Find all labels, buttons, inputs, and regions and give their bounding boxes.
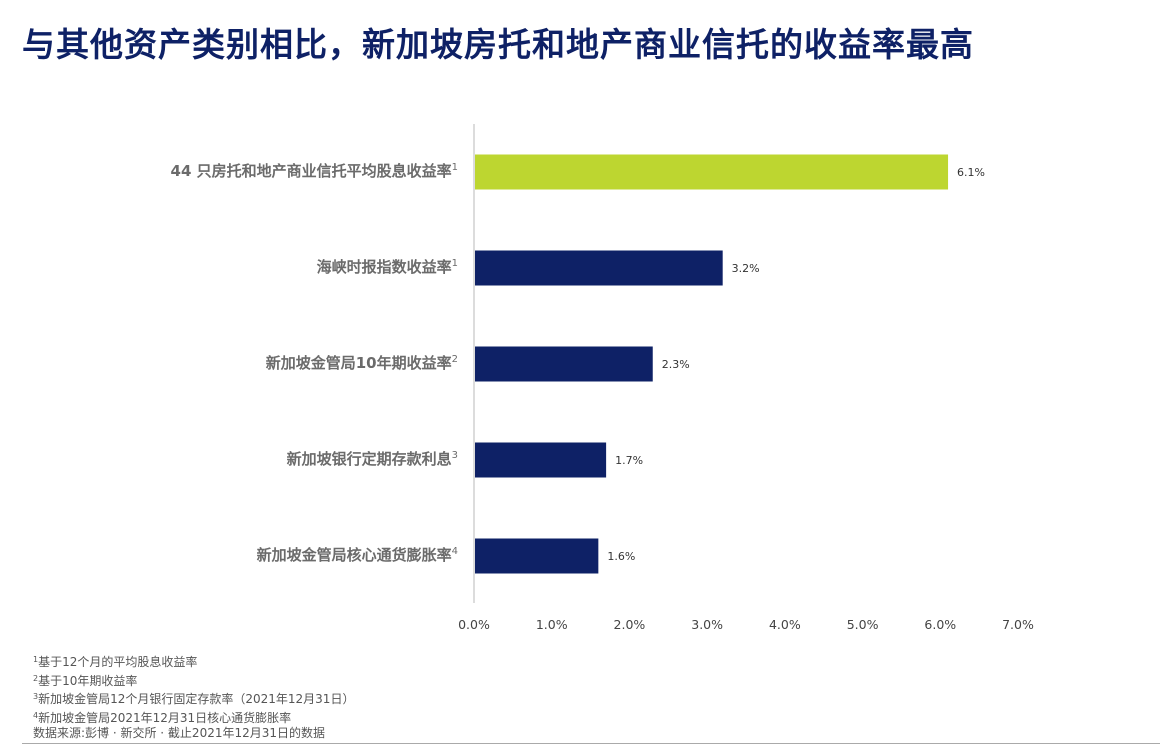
footnote: 2基于10年期收益率 [33, 673, 138, 688]
footnote: 3新加坡金管局12个月银行固定存款率（2021年12月31日） [33, 692, 355, 707]
x-tick-label: 4.0% [769, 617, 801, 632]
x-tick-label: 1.0% [536, 617, 568, 632]
chart-title: 与其他资产类别相比，新加坡房托和地产商业信托的收益率最高 [22, 25, 974, 64]
category-label: 新加坡银行定期存款利息3 [287, 450, 458, 468]
bar [475, 538, 599, 574]
category-label: 海峡时报指数收益率1 [317, 258, 458, 276]
data-source: 数据来源:彭博 · 新交所 · 截止2021年12月31日的数据 [33, 726, 326, 741]
data-label: 1.6% [607, 550, 635, 563]
data-label: 2.3% [662, 358, 690, 371]
x-tick-label: 0.0% [458, 617, 490, 632]
footnote: 1基于12个月的平均股息收益率 [33, 655, 198, 669]
x-tick-label: 3.0% [691, 617, 723, 632]
bar [475, 346, 653, 382]
x-tick-label: 2.0% [614, 617, 646, 632]
x-tick-label: 7.0% [1002, 617, 1034, 632]
data-label: 1.7% [615, 454, 643, 467]
bar [475, 442, 607, 478]
bottom-divider [22, 743, 1160, 744]
category-label: 新加坡金管局核心通货膨胀率4 [257, 546, 458, 564]
x-tick-label: 5.0% [847, 617, 879, 632]
x-tick-label: 6.0% [924, 617, 956, 632]
bar [475, 250, 723, 286]
bar [475, 154, 949, 190]
category-label: 新加坡金管局10年期收益率2 [266, 354, 458, 372]
data-label: 6.1% [957, 166, 985, 179]
footnotes: 1基于12个月的平均股息收益率 2基于10年期收益率 3新加坡金管局12个月银行… [33, 652, 354, 742]
footnote: 4新加坡金管局2021年12月31日核心通货膨胀率 [33, 710, 292, 725]
data-label: 3.2% [732, 262, 760, 275]
category-label: 44 只房托和地产商业信托平均股息收益率1 [171, 162, 458, 180]
bar-chart: 6.1% 44 只房托和地产商业信托平均股息收益率1 3.2% 海峡时报指数收益率1 2… [171, 124, 1034, 632]
